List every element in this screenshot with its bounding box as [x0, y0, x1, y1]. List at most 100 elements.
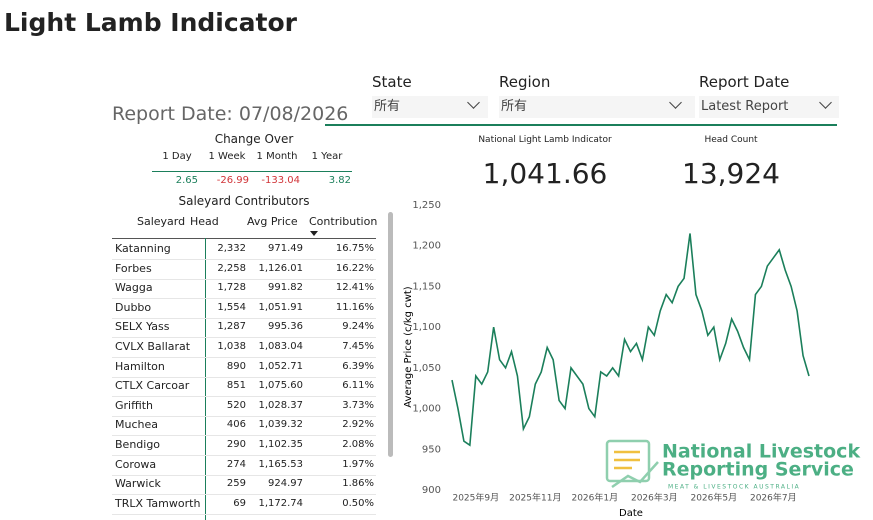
y-tick-label: 900: [422, 485, 441, 496]
y-tick-label: 1,000: [412, 404, 441, 415]
filter-dropdown[interactable]: Latest Report: [699, 96, 839, 118]
column-header: Avg Price: [247, 215, 298, 228]
logo-line1: National Livestock: [662, 441, 860, 463]
table-cell: 9.24%: [342, 321, 374, 333]
table-cell: 520: [226, 399, 246, 411]
table-cell: 2.08%: [342, 439, 374, 450]
x-axis-label: Date: [619, 508, 643, 519]
table-cell: 2,332: [217, 243, 246, 254]
row-rule: [112, 474, 376, 476]
table-cell: 16.75%: [335, 243, 374, 254]
change-value: 2.65: [175, 175, 198, 186]
report-date: Report Date: 07/08/2026: [112, 103, 349, 125]
divider: [325, 124, 837, 126]
kpi-label: National Light Lamb Indicator: [478, 135, 612, 145]
row-rule: [112, 513, 376, 515]
kpi-value: 13,924: [682, 157, 780, 190]
row-rule: [112, 396, 376, 398]
table-cell: 1,052.71: [258, 360, 303, 372]
y-tick-label: 1,150: [412, 281, 441, 292]
row-rule: [112, 455, 376, 456]
x-tick-label: 2026年5月: [690, 492, 737, 504]
y-axis-label: Average Price (c/kg cwt): [403, 286, 414, 408]
logo-line3: MEAT & LIVESTOCK AUSTRALIA: [668, 484, 800, 491]
table-cell: 16.22%: [335, 262, 374, 274]
column-header: Contribution: [309, 215, 378, 228]
y-tick-label: 1,200: [412, 241, 441, 252]
table-cell: 0.50%: [342, 497, 374, 509]
y-tick-label: 950: [422, 444, 441, 455]
table-cell: 1,554: [217, 301, 246, 313]
table-cell: 924.97: [268, 478, 303, 490]
table-cell: 1,039.32: [258, 419, 303, 431]
saleyard-name: TRLX Tamworth: [115, 496, 201, 510]
filter-dropdown[interactable]: 所有: [372, 96, 488, 118]
table-cell: 69: [233, 497, 246, 509]
sort-icon: [310, 231, 318, 236]
saleyard-title: Saleyard Contributors: [178, 194, 310, 208]
filter-label: State: [372, 73, 412, 91]
table-cell: 11.16%: [335, 301, 374, 313]
table-cell: 406: [226, 419, 246, 431]
y-tick-label: 1,050: [412, 363, 441, 374]
logo-line2: Reporting Service: [662, 459, 854, 481]
table-cell: 1,083.04: [258, 341, 303, 352]
x-tick-label: 2025年9月: [452, 492, 499, 504]
table-cell: 1,075.60: [258, 380, 303, 392]
page-title: Light Lamb Indicator: [4, 8, 298, 37]
saleyard-name: Katanning: [115, 242, 171, 255]
row-rule: [112, 259, 376, 260]
y-tick-label: 1,100: [412, 322, 441, 333]
table-cell: 12.41%: [335, 282, 374, 294]
table-cell: 1,126.01: [258, 262, 303, 274]
row-rule: [112, 317, 376, 319]
table-cell: 2,258: [217, 262, 246, 274]
saleyard-name: Griffith: [115, 398, 154, 412]
table-cell: 1,051.91: [258, 301, 303, 313]
change-value: -26.99: [216, 175, 249, 186]
saleyard-name: CTLX Carcoar: [115, 379, 190, 393]
table-cell: 259: [226, 478, 246, 490]
table-cell: 1,028.37: [258, 399, 303, 411]
saleyard-name: CVLX Ballarat: [115, 340, 191, 353]
table-cell: 1,038: [217, 341, 246, 352]
row-rule: [112, 494, 376, 496]
change-header: 1 Month: [256, 151, 298, 162]
x-tick-label: 2026年3月: [631, 492, 678, 504]
saleyard-name: Muchea: [115, 418, 158, 432]
filter-dropdown[interactable]: 所有: [499, 96, 695, 118]
table-cell: 2.92%: [342, 419, 374, 431]
scrollbar[interactable]: [388, 212, 393, 457]
table-cell: 7.45%: [342, 341, 374, 352]
change-header: 1 Week: [208, 151, 246, 162]
table-cell: 274: [226, 458, 246, 470]
table-cell: 991.82: [268, 282, 303, 294]
filter-label: Report Date: [699, 73, 790, 91]
y-tick-label: 1,250: [412, 200, 441, 211]
row-rule: [112, 357, 376, 358]
change-title: Change Over: [214, 132, 294, 146]
column-header: Head: [190, 215, 219, 228]
table-cell: 1.97%: [342, 458, 374, 470]
change-value: 3.82: [328, 175, 351, 186]
price-line: [451, 233, 810, 447]
x-tick-label: 2025年11月: [509, 492, 561, 504]
row-rule: [112, 435, 376, 437]
x-tick-label: 2026年1月: [571, 492, 618, 504]
logo-icon: [605, 439, 659, 489]
saleyard-name: SELX Yass: [115, 320, 170, 334]
row-rule: [112, 415, 376, 417]
table-cell: 1,165.53: [258, 458, 303, 470]
table-cell: 1,102.35: [258, 439, 303, 450]
saleyard-name: Corowa: [115, 457, 157, 471]
saleyard-name: Bendigo: [115, 438, 161, 451]
x-tick-label: 2026年7月: [750, 492, 797, 504]
table-cell: 6.39%: [342, 360, 374, 372]
kpi-label: Head Count: [704, 135, 758, 145]
kpi-value: 1,041.66: [482, 157, 608, 190]
table-cell: 1,287: [217, 321, 246, 333]
table-cell: 971.49: [268, 243, 303, 254]
table-cell: 1.86%: [342, 478, 374, 490]
